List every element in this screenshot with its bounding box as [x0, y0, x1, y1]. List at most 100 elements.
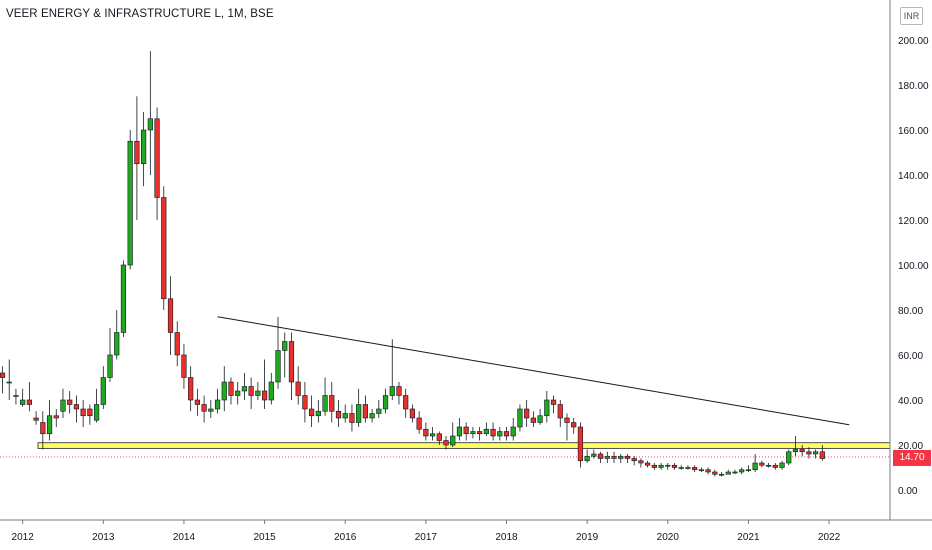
candle-body: [335, 410, 342, 419]
candle: [26, 382, 32, 412]
y-tick-label: 100.00: [898, 261, 929, 272]
candle: [288, 332, 295, 400]
candle-body: [483, 428, 489, 435]
candle-body: [456, 426, 463, 437]
candle: [261, 359, 268, 409]
candle: [248, 377, 254, 409]
candle-body: [718, 473, 725, 476]
candle-body: [201, 404, 207, 412]
candle: [759, 460, 765, 468]
candle-body: [712, 471, 718, 475]
candle: [154, 107, 160, 220]
candle: [114, 310, 120, 360]
candle-body: [416, 417, 422, 430]
candle: [93, 388, 100, 423]
candle-body: [282, 341, 288, 351]
candle-body: [181, 354, 187, 378]
candle: [819, 445, 825, 461]
candle-body: [671, 464, 678, 468]
candle: [450, 422, 456, 448]
candle-body: [497, 431, 503, 437]
candle: [107, 328, 113, 382]
candle: [732, 469, 738, 475]
candle: [577, 422, 584, 468]
candle-body: [685, 467, 691, 469]
candle-body: [60, 399, 66, 412]
candle: [322, 377, 328, 416]
candle: [443, 436, 449, 450]
candle-body: [745, 469, 752, 472]
candle-body: [759, 462, 765, 466]
candle-body: [799, 449, 805, 453]
candle-body: [577, 426, 584, 462]
candle: [752, 454, 758, 472]
candle-body: [396, 386, 402, 396]
candle: [597, 451, 604, 463]
candle-body: [214, 399, 221, 410]
candle-body: [732, 471, 738, 474]
x-tick-label: 2016: [334, 532, 357, 543]
candle: [67, 391, 73, 414]
x-tick-label: 2019: [576, 532, 599, 543]
support-band: [37, 442, 891, 449]
candle: [618, 454, 624, 463]
candle-body: [33, 417, 39, 421]
candle: [470, 427, 476, 439]
candle-body: [819, 451, 825, 459]
currency-button[interactable]: INR: [900, 7, 923, 25]
candle: [678, 465, 684, 470]
candle: [739, 467, 745, 475]
candle: [309, 395, 315, 427]
candle: [685, 465, 691, 470]
candle-body: [127, 140, 133, 266]
candle-body: [302, 395, 308, 410]
candle: [436, 431, 442, 445]
candle: [194, 388, 200, 416]
candle: [335, 400, 342, 427]
candle-body: [765, 464, 772, 467]
candle-body: [288, 341, 295, 383]
candle-body: [349, 413, 355, 423]
x-tick-label: 2020: [657, 532, 680, 543]
candle: [80, 400, 86, 427]
candle-body: [114, 332, 120, 356]
x-tick-label: 2017: [415, 532, 438, 543]
candle-body: [665, 464, 671, 467]
candle-body: [813, 451, 819, 455]
candle-body: [376, 408, 382, 414]
candle-body: [40, 422, 46, 435]
candle: [275, 316, 281, 389]
candle: [295, 366, 301, 405]
candle-body: [248, 386, 254, 396]
candle: [557, 400, 563, 427]
candle: [698, 467, 704, 472]
candle: [389, 339, 395, 400]
candle-body: [46, 415, 53, 435]
y-tick-label: 160.00: [898, 126, 929, 137]
candle: [712, 469, 718, 477]
candle-body: [53, 415, 59, 419]
candle-body: [510, 426, 516, 437]
candle-body: [194, 399, 200, 405]
candle-body: [443, 440, 449, 446]
candle: [53, 409, 59, 427]
candle: [604, 451, 610, 463]
candle: [228, 377, 234, 405]
candle-body: [517, 408, 523, 428]
candle: [382, 388, 389, 414]
candle-body: [698, 469, 704, 472]
candle-body: [463, 426, 469, 435]
candle-body: [611, 455, 617, 459]
candle: [221, 366, 227, 412]
candle: [403, 388, 409, 418]
x-tick-label: 2022: [818, 532, 841, 543]
candle-body: [792, 449, 799, 453]
candle: [772, 463, 778, 470]
candle: [356, 388, 362, 427]
candle: [87, 404, 93, 425]
candle: [13, 388, 19, 405]
candle: [201, 395, 207, 423]
candle: [60, 388, 66, 418]
